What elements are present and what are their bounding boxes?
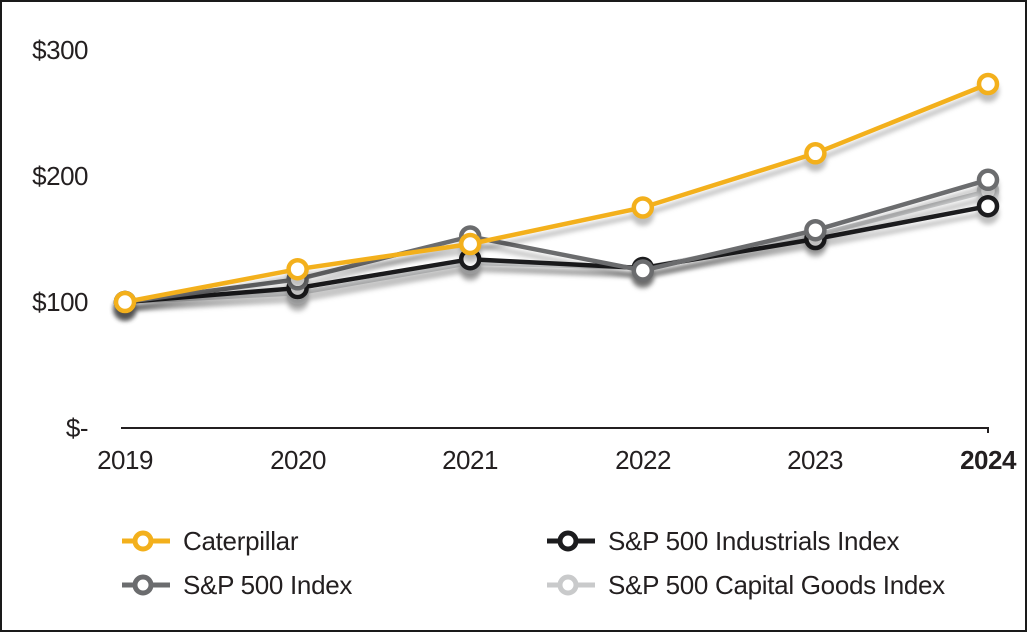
legend-item-caterpillar: Caterpillar xyxy=(122,519,547,563)
legend-item-sp500-industrials: S&P 500 Industrials Index xyxy=(547,519,945,563)
y-axis-tick-100: $100 xyxy=(32,287,88,317)
legend-label: S&P 500 Industrials Index xyxy=(608,525,900,556)
x-axis-label-2023: 2023 xyxy=(787,445,843,475)
legend-item-sp500-index: S&P 500 Index xyxy=(122,563,547,607)
y-axis-tick-300: $300 xyxy=(32,35,88,65)
x-axis-label-2020: 2020 xyxy=(270,445,326,475)
legend-line-marker-icon xyxy=(122,530,170,552)
legend-label: S&P 500 Index xyxy=(183,569,353,600)
legend-label: Caterpillar xyxy=(183,525,299,556)
legend-line-marker-icon xyxy=(122,574,170,596)
x-axis-label-2019: 2019 xyxy=(97,445,153,475)
legend-label: S&P 500 Capital Goods Index xyxy=(608,569,945,600)
y-axis-tick-0: $- xyxy=(65,413,89,443)
chart-legend: Caterpillar S&P 500 Industrials Index S&… xyxy=(122,519,945,607)
x-axis-label-2024: 2024 xyxy=(960,445,1016,475)
x-axis-label-2022: 2022 xyxy=(615,445,671,475)
legend-item-sp500-capital-goods: S&P 500 Capital Goods Index xyxy=(547,563,945,607)
legend-line-marker-icon xyxy=(547,574,595,596)
y-axis-tick-200: $200 xyxy=(32,161,88,191)
x-axis-label-2021: 2021 xyxy=(442,445,498,475)
legend-line-marker-icon xyxy=(547,530,595,552)
